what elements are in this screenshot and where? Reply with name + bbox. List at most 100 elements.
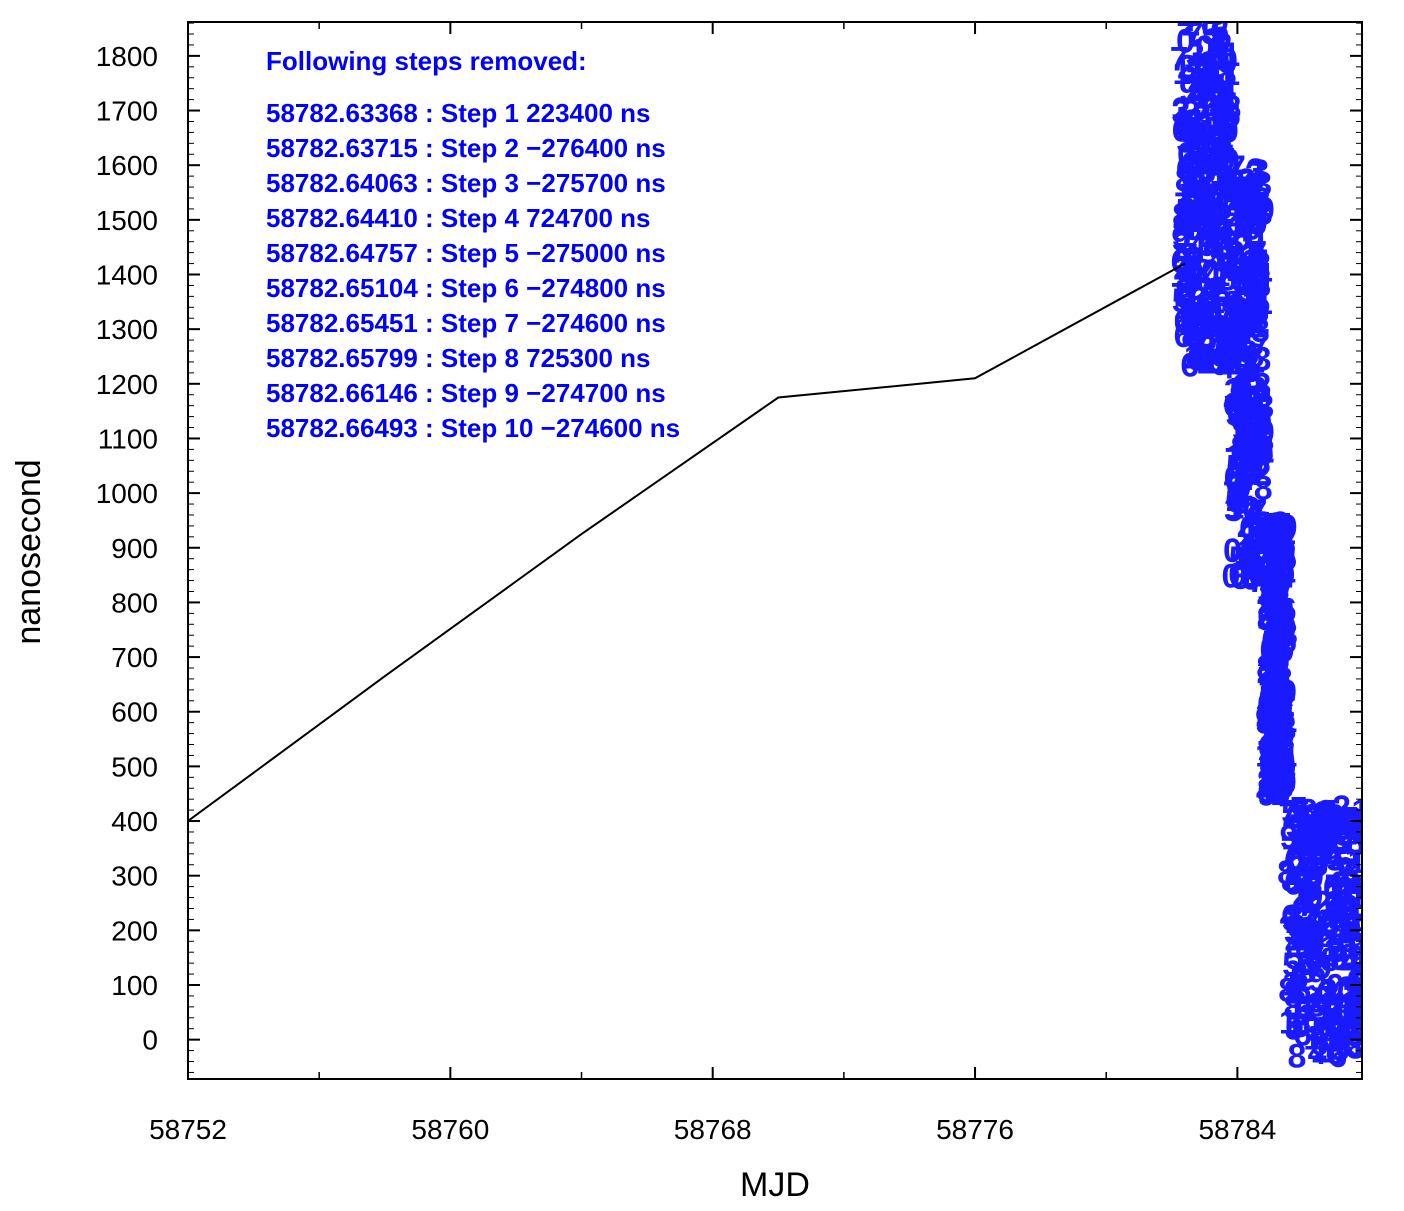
digit-marker: 7 — [1187, 49, 1206, 87]
digit-marker: 8 — [1259, 511, 1278, 549]
digit-marker: 1 — [1234, 390, 1253, 428]
digit-marker: 0 — [1269, 514, 1288, 552]
digit-marker: 5 — [1266, 645, 1285, 683]
digit-marker: 9 — [1211, 113, 1230, 151]
digit-marker: 4 — [1265, 718, 1284, 756]
digit-marker: 4 — [1196, 216, 1215, 254]
digit-marker: 4 — [1232, 212, 1251, 250]
digit-marker: 6 — [1266, 544, 1285, 582]
digit-marker: 1 — [1206, 56, 1225, 94]
y-tick-label: 900 — [111, 533, 158, 564]
digit-marker: 7 — [1278, 796, 1297, 834]
digit-marker: 9 — [1260, 764, 1279, 802]
digit-marker: 8 — [1354, 982, 1373, 1020]
digit-marker: 0 — [1253, 518, 1272, 556]
digit-marker: 8 — [1267, 717, 1286, 755]
digit-marker: 6 — [1207, 313, 1226, 351]
digit-marker: 1 — [1271, 541, 1290, 579]
digit-marker: 1 — [1241, 238, 1260, 276]
digit-marker: 4 — [1224, 209, 1243, 247]
digit-marker: 1 — [1279, 702, 1298, 740]
digit-marker: 6 — [1278, 592, 1297, 630]
digit-marker: 7 — [1252, 505, 1271, 543]
digit-marker: 5 — [1239, 253, 1258, 291]
digit-marker: 0 — [1293, 826, 1312, 864]
digit-marker: 2 — [1255, 696, 1274, 734]
digit-marker: 5 — [1213, 276, 1232, 314]
digit-marker: 9 — [1192, 144, 1211, 182]
digit-marker: 0 — [1246, 220, 1265, 258]
digit-marker: 1 — [1253, 516, 1272, 554]
digit-marker: 3 — [1251, 312, 1270, 350]
digit-marker: 9 — [1211, 105, 1230, 143]
digit-marker: 6 — [1241, 431, 1260, 469]
digit-marker: 1 — [1348, 1026, 1367, 1064]
digit-marker: 3 — [1297, 883, 1316, 921]
digit-marker: 1 — [1256, 570, 1275, 608]
digit-marker: 3 — [1192, 176, 1211, 214]
digit-marker: 4 — [1185, 134, 1204, 172]
digit-marker: 7 — [1185, 16, 1204, 54]
digit-marker: 6 — [1226, 468, 1245, 506]
digit-marker: 1 — [1221, 36, 1240, 74]
digit-marker: 5 — [1272, 521, 1291, 559]
digit-marker: 2 — [1342, 972, 1361, 1010]
digit-marker: 1 — [1324, 915, 1343, 953]
digit-marker: 6 — [1297, 835, 1316, 873]
digit-marker: 3 — [1203, 224, 1222, 262]
digit-marker: 5 — [1180, 304, 1199, 342]
digit-marker: 3 — [1309, 846, 1328, 884]
digit-marker: 0 — [1242, 490, 1261, 528]
digit-marker: 4 — [1235, 253, 1254, 291]
digit-marker: 2 — [1251, 303, 1270, 341]
digit-marker: 8 — [1259, 576, 1278, 614]
digit-marker: 8 — [1199, 208, 1218, 246]
digit-marker: 1 — [1226, 488, 1245, 526]
digit-marker: 7 — [1216, 246, 1235, 284]
digit-marker: 1 — [1194, 302, 1213, 340]
digit-marker: 8 — [1188, 166, 1207, 204]
digit-marker: 6 — [1179, 110, 1198, 148]
digit-marker: 7 — [1246, 193, 1265, 231]
digit-marker: 0 — [1240, 303, 1259, 341]
digit-marker: 5 — [1310, 937, 1329, 975]
digit-marker: 9 — [1270, 705, 1289, 743]
digit-marker: 7 — [1227, 149, 1246, 187]
digit-marker: 9 — [1271, 628, 1290, 666]
digit-marker: 5 — [1329, 939, 1348, 977]
digit-marker: 6 — [1351, 995, 1370, 1033]
digit-marker: 3 — [1172, 94, 1191, 132]
digit-marker: 2 — [1239, 250, 1258, 288]
digit-marker: 4 — [1212, 212, 1231, 250]
digit-marker: 6 — [1268, 707, 1287, 745]
digit-marker: 9 — [1204, 72, 1223, 110]
digit-marker: 9 — [1263, 519, 1282, 557]
digit-marker: 4 — [1212, 166, 1231, 204]
digit-marker: 8 — [1274, 751, 1293, 789]
digit-marker: 9 — [1181, 146, 1200, 184]
digit-marker: 1 — [1207, 294, 1226, 332]
digit-marker: 7 — [1202, 25, 1221, 63]
digit-marker: 4 — [1263, 699, 1282, 737]
digit-marker: 8 — [1181, 316, 1200, 354]
digit-marker: 3 — [1208, 36, 1227, 74]
digit-marker: 0 — [1265, 764, 1284, 802]
digit-marker: 8 — [1320, 941, 1339, 979]
digit-marker: 6 — [1250, 534, 1269, 572]
digit-marker: 4 — [1196, 112, 1215, 150]
digit-marker: 2 — [1286, 798, 1305, 836]
digit-marker: 6 — [1320, 907, 1339, 945]
digit-marker: 3 — [1263, 638, 1282, 676]
digit-marker: 9 — [1263, 705, 1282, 743]
digit-marker: 1 — [1251, 240, 1270, 278]
digit-marker: 9 — [1353, 992, 1372, 1030]
digit-marker: 7 — [1245, 439, 1264, 477]
digit-marker: 2 — [1216, 219, 1235, 257]
digit-marker: 5 — [1219, 111, 1238, 149]
digit-marker: 4 — [1265, 646, 1284, 684]
digit-marker: 0 — [1275, 549, 1294, 587]
digit-marker: 6 — [1323, 987, 1342, 1025]
digit-marker: 1 — [1203, 215, 1222, 253]
digit-marker: 0 — [1301, 849, 1320, 887]
digit-marker: 0 — [1203, 146, 1222, 184]
